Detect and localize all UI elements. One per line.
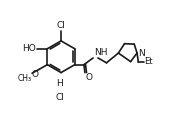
Text: O: O: [31, 70, 38, 79]
Text: Cl: Cl: [55, 93, 64, 102]
Text: Cl: Cl: [57, 21, 65, 30]
Text: Et: Et: [144, 57, 153, 66]
Text: NH: NH: [94, 48, 107, 57]
Text: O: O: [85, 73, 93, 82]
Text: HO: HO: [23, 44, 36, 53]
Text: H: H: [56, 79, 63, 88]
Text: CH₃: CH₃: [17, 74, 32, 83]
Text: N: N: [138, 49, 145, 58]
